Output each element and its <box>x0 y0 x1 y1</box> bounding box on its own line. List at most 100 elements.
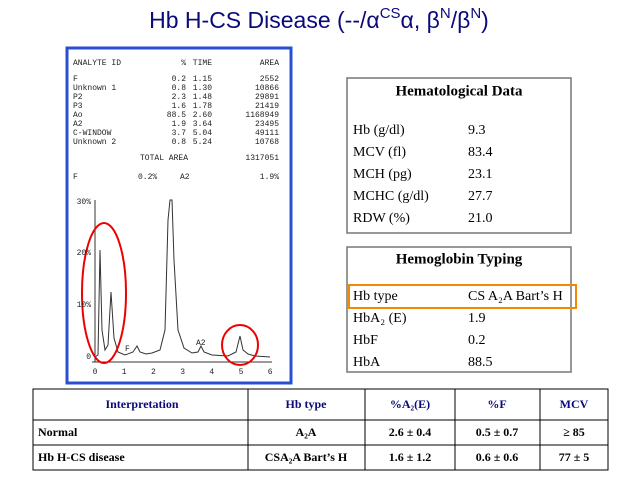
printout-summary: 1.9% <box>260 173 279 182</box>
x-axis-label: 4 <box>209 368 214 377</box>
x-axis-label: 3 <box>180 368 185 377</box>
typing-label: HbA <box>353 355 381 370</box>
printout-cell: 0.2 <box>172 75 187 84</box>
table-cell: 0.5 ± 0.7 <box>476 425 519 439</box>
table-cell: CSA₂A Bart’s H <box>265 450 348 464</box>
printout-cell: 1.48 <box>193 93 212 102</box>
printout-cell: 10866 <box>255 84 279 93</box>
printout-cell: F <box>73 75 78 84</box>
table-border <box>32 388 609 471</box>
printout-cell: 2.60 <box>193 111 212 120</box>
x-axis-label: 1 <box>122 368 127 377</box>
title-superscript: N <box>470 5 481 22</box>
table-cell: Normal <box>38 425 78 439</box>
chromatogram <box>81 199 272 366</box>
box-title: Hemoglobin Typing <box>396 251 523 267</box>
printout-cell: 1168949 <box>245 111 279 120</box>
table-cell: Hb H-CS disease <box>38 450 125 464</box>
hematology-box <box>346 77 572 234</box>
printout-cell: 1.30 <box>193 84 212 93</box>
title-part: α, β <box>401 7 440 33</box>
printout-cell: 3.64 <box>193 120 212 129</box>
typing-label: Hb type <box>353 289 398 304</box>
printout-total-label: TOTAL AREA <box>140 154 188 163</box>
printout-header: ANALYTE ID <box>73 59 121 68</box>
title-part: /β <box>451 7 471 33</box>
table-cell: 1.6 ± 1.2 <box>389 450 432 464</box>
table-cell: 77 ± 5 <box>559 450 590 464</box>
printout-cell: 49111 <box>255 129 279 138</box>
y-axis-label: 10% <box>77 301 92 310</box>
typing-value: CS A₂A Bart’s H <box>468 289 563 304</box>
printout-cell: 2552 <box>260 75 279 84</box>
printout-cell: 0.8 <box>172 138 187 147</box>
peak-label: A2 <box>196 339 206 348</box>
peak-label: F <box>125 345 130 354</box>
typing-box <box>346 246 572 373</box>
printout-cell: Ao <box>73 111 83 120</box>
printout-cell: Unknown 1 <box>73 84 116 93</box>
hematology-label: MCH (pg) <box>353 167 412 182</box>
x-axis-label: 5 <box>239 368 244 377</box>
printout-cell: Unknown 2 <box>73 138 116 147</box>
printout-cell: 1.6 <box>172 102 187 111</box>
table-header: Interpretation <box>105 397 178 411</box>
hematology-value: 9.3 <box>468 123 486 138</box>
chromatogram-trace <box>94 199 271 358</box>
printout-cell: 1.9 <box>172 120 187 129</box>
hematology-value: 27.7 <box>468 189 493 204</box>
printout-cell: 1.78 <box>193 102 212 111</box>
comparison-table <box>32 388 609 471</box>
table-header: %F <box>487 397 506 411</box>
printout-cell: A2 <box>73 120 83 129</box>
title-part: ) <box>481 7 489 33</box>
typing-label: HbF <box>353 333 378 348</box>
printout-cell: 5.04 <box>193 129 212 138</box>
hematology-value: 23.1 <box>468 167 493 182</box>
printout-header: TIME <box>193 59 212 68</box>
x-axis-label: 0 <box>93 368 98 377</box>
printout-header: AREA <box>260 59 279 68</box>
printout-cell: 0.8 <box>172 84 187 93</box>
table-cell: 2.6 ± 0.4 <box>389 425 432 439</box>
x-axis-label: 6 <box>268 368 273 377</box>
printout-cell: 21419 <box>255 102 279 111</box>
title-part: Hb H-CS Disease (--/α <box>149 7 380 33</box>
printout-cell: 88.5 <box>167 111 186 120</box>
printout-cell: 5.24 <box>193 138 212 147</box>
x-axis-label: 2 <box>151 368 156 377</box>
y-axis-label: 20% <box>77 249 92 258</box>
table-header: %A₂(E) <box>390 397 430 411</box>
printout-summary: A2 <box>180 173 190 182</box>
highlight-ellipse <box>81 222 127 364</box>
printout-cell: 3.7 <box>172 129 187 138</box>
title-superscript: CS <box>380 5 401 22</box>
table-cell: ≥ 85 <box>563 425 585 439</box>
printout-cell: 2.3 <box>172 93 187 102</box>
printout-cell: 1.15 <box>193 75 212 84</box>
printout-summary: 0.2% <box>138 173 157 182</box>
box-title: Hematological Data <box>395 83 523 99</box>
hematology-label: MCHC (g/dl) <box>353 189 429 204</box>
hematology-value: 83.4 <box>468 145 493 160</box>
table-cell: A₂A <box>296 425 317 439</box>
typing-value: 1.9 <box>468 311 486 326</box>
printout-total-value: 1317051 <box>245 154 279 163</box>
hematology-label: RDW (%) <box>353 211 410 226</box>
y-axis-label: 0 <box>86 353 91 362</box>
hematology-label: Hb (g/dl) <box>353 123 405 138</box>
hematology-label: MCV (fl) <box>353 145 406 160</box>
printout-cell: C-WINDOW <box>73 129 112 138</box>
printout-cell: 29891 <box>255 93 279 102</box>
typing-highlight <box>348 284 577 309</box>
printout-cell: P2 <box>73 93 83 102</box>
hematology-value: 21.0 <box>468 211 493 226</box>
slide-title: Hb H-CS Disease (--/αCSα, βN/βN) <box>149 5 489 33</box>
printout-cell: P3 <box>73 102 83 111</box>
y-axis-label: 30% <box>77 198 92 207</box>
printout-cell: 23495 <box>255 120 279 129</box>
printout-header: % <box>181 59 186 68</box>
printout-frame <box>65 46 293 385</box>
typing-value: 88.5 <box>468 355 493 370</box>
